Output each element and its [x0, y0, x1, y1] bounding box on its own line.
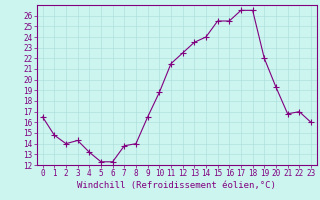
X-axis label: Windchill (Refroidissement éolien,°C): Windchill (Refroidissement éolien,°C): [77, 181, 276, 190]
